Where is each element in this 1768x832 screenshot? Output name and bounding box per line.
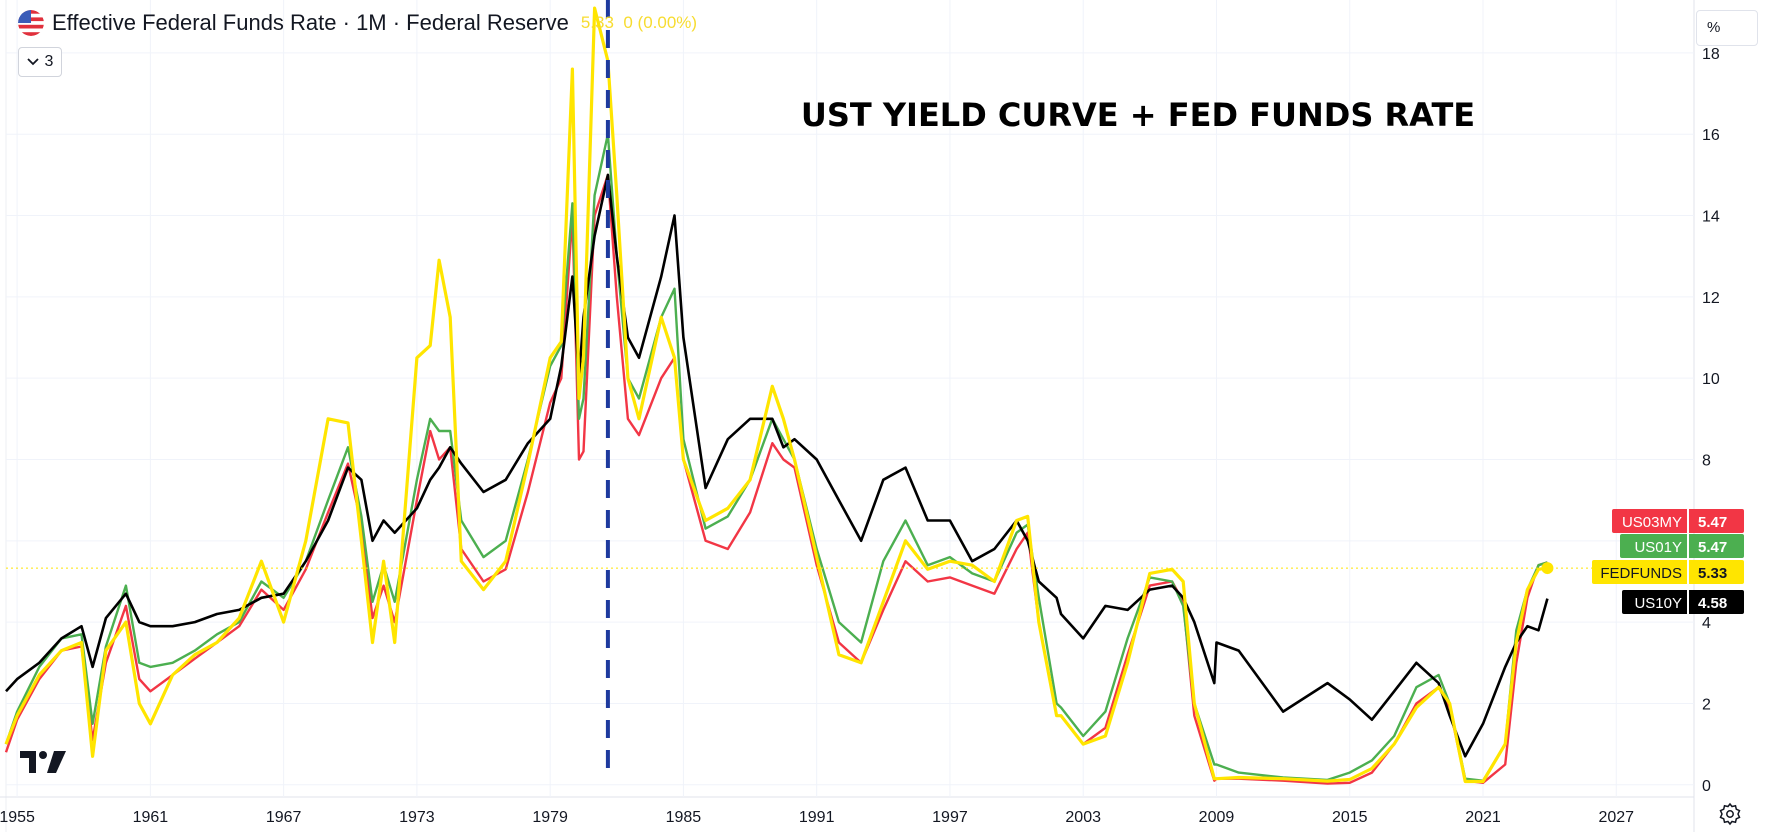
y-tick-label: 8 bbox=[1702, 452, 1711, 469]
x-tick-label: 1997 bbox=[932, 809, 968, 826]
chart-annotation-title: UST YIELD CURVE + FED FUNDS RATE bbox=[801, 96, 1475, 134]
y-tick-label: 12 bbox=[1702, 290, 1720, 307]
x-tick-label: 1967 bbox=[266, 809, 302, 826]
x-tick-label: 1985 bbox=[666, 809, 702, 826]
price-unit: % bbox=[1707, 19, 1721, 36]
y-axis: 024681012141618 bbox=[1702, 46, 1720, 795]
x-tick-label: 2015 bbox=[1332, 809, 1368, 826]
x-tick-label: 2003 bbox=[1065, 809, 1101, 826]
x-tick-label: 1979 bbox=[532, 809, 568, 826]
y-tick-label: 18 bbox=[1702, 46, 1720, 63]
y-tick-label: 4 bbox=[1702, 615, 1711, 632]
series-group bbox=[4, 6, 1694, 785]
y-tick-label: 10 bbox=[1702, 371, 1720, 388]
price-tag-fedfunds: FEDFUNDS 5.33 bbox=[1592, 560, 1744, 584]
x-tick-label: 1973 bbox=[399, 809, 435, 826]
gridlines bbox=[6, 0, 1694, 797]
last-price: 5.33 bbox=[580, 13, 614, 32]
us-flag-icon bbox=[18, 10, 44, 36]
price-tag-value: 4.58 bbox=[1698, 595, 1727, 612]
x-tick-label: 2009 bbox=[1199, 809, 1235, 826]
price-tag-value: 5.47 bbox=[1698, 514, 1727, 531]
x-tick-label: 2021 bbox=[1465, 809, 1501, 826]
indicators-toggle-button[interactable]: 3 bbox=[18, 47, 62, 77]
price-tag-value: 5.33 bbox=[1698, 565, 1727, 582]
last-value: 5.33 0 (0.00%) bbox=[581, 13, 697, 33]
x-tick-label: 1961 bbox=[133, 809, 169, 826]
price-change: 0 (0.00%) bbox=[623, 13, 698, 32]
symbol-title[interactable]: Effective Federal Funds Rate · 1M · Fede… bbox=[52, 10, 569, 35]
price-tag-us01y: US01Y 5.47 bbox=[1620, 534, 1744, 558]
series-line-us01y bbox=[4, 133, 1548, 782]
y-tick-label: 16 bbox=[1702, 127, 1720, 144]
price-tag-name: US01Y bbox=[1634, 539, 1682, 556]
series-line-us10y bbox=[5, 173, 1549, 758]
series-line-fedfunds bbox=[4, 6, 1548, 784]
y-tick-label: 0 bbox=[1702, 778, 1711, 795]
y-tick-label: 2 bbox=[1702, 696, 1711, 713]
price-tag-us10y: US10Y 4.58 bbox=[1622, 590, 1744, 614]
x-tick-label: 2027 bbox=[1598, 809, 1634, 826]
fedfunds-last-point bbox=[1541, 562, 1554, 575]
price-labels: US03MY 5.47 US01Y 5.47 FEDFUNDS 5.33 US10Y 4.58 bbox=[1592, 509, 1744, 614]
price-tag-value: 5.47 bbox=[1698, 539, 1727, 556]
legend-header[interactable]: Effective Federal Funds Rate · 1M · Fede… bbox=[18, 10, 697, 36]
price-tag-us03my: US03MY 5.47 bbox=[1612, 509, 1744, 533]
x-tick-label: 1955 bbox=[0, 809, 35, 826]
price-tag-name: US03MY bbox=[1622, 514, 1682, 531]
tradingview-logo-icon[interactable] bbox=[20, 748, 68, 774]
price-tag-name: FEDFUNDS bbox=[1600, 565, 1682, 582]
gear-icon[interactable] bbox=[1718, 802, 1742, 826]
price-tag-name: US10Y bbox=[1634, 595, 1682, 612]
chevron-down-icon bbox=[26, 58, 39, 66]
y-tick-label: 14 bbox=[1702, 209, 1720, 226]
x-tick-label: 1991 bbox=[799, 809, 835, 826]
price-unit-button[interactable]: % bbox=[1696, 10, 1758, 46]
indicators-count: 3 bbox=[44, 53, 54, 70]
x-axis: 1955 1961 1967 1973 1979 1985 1991 1997 2003 2009… bbox=[0, 809, 1634, 826]
